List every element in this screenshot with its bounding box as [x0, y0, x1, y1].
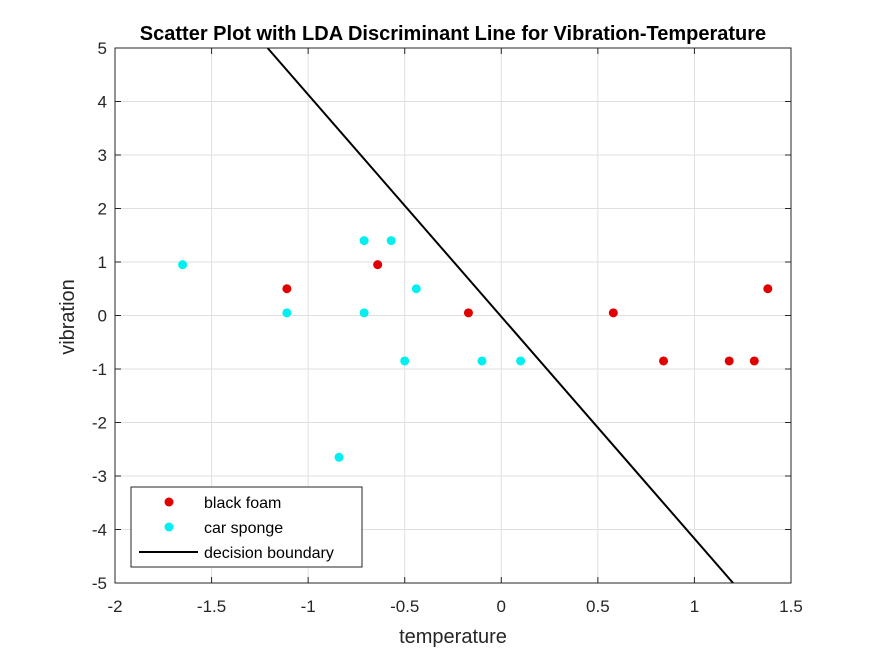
point-car-sponge: [335, 453, 344, 462]
x-tick-label: -1: [301, 597, 316, 616]
x-tick-label: -1.5: [197, 597, 226, 616]
point-black-foam: [659, 356, 668, 365]
x-tick-label: -2: [107, 597, 122, 616]
chart-title: Scatter Plot with LDA Discriminant Line …: [140, 23, 766, 45]
legend-label-car-sponge: car sponge: [204, 520, 283, 537]
y-tick-label: 0: [98, 307, 107, 326]
point-car-sponge: [477, 356, 486, 365]
point-car-sponge: [360, 308, 369, 317]
point-car-sponge: [282, 308, 291, 317]
x-tick-label: 0: [497, 597, 506, 616]
x-axis-label: temperature: [399, 626, 507, 648]
y-tick-label: -2: [92, 414, 107, 433]
point-car-sponge: [387, 236, 396, 245]
point-black-foam: [763, 284, 772, 293]
x-tick-label: -0.5: [390, 597, 419, 616]
point-black-foam: [282, 284, 291, 293]
legend: black foam car sponge decision boundary: [131, 487, 362, 567]
x-tick-label: 1.5: [779, 597, 803, 616]
point-black-foam: [464, 308, 473, 317]
y-tick-label: 4: [98, 93, 107, 112]
x-tick-label: 1: [690, 597, 699, 616]
y-axis-label: vibration: [57, 279, 79, 355]
y-tick-label: 1: [98, 253, 107, 272]
point-black-foam: [373, 260, 382, 269]
y-tick-label: -3: [92, 467, 107, 486]
legend-marker-black-foam: [165, 498, 174, 507]
legend-label-decision-boundary: decision boundary: [204, 545, 334, 562]
legend-marker-car-sponge: [165, 523, 174, 532]
point-car-sponge: [412, 284, 421, 293]
x-tick-label: 0.5: [586, 597, 610, 616]
point-car-sponge: [360, 236, 369, 245]
legend-label-black-foam: black foam: [204, 495, 281, 512]
point-car-sponge: [178, 260, 187, 269]
y-tick-label: -5: [92, 574, 107, 593]
y-tick-label: 3: [98, 146, 107, 165]
point-black-foam: [609, 308, 618, 317]
y-tick-label: -1: [92, 360, 107, 379]
y-tick-label: 2: [98, 200, 107, 219]
point-car-sponge: [400, 356, 409, 365]
point-black-foam: [750, 356, 759, 365]
point-car-sponge: [516, 356, 525, 365]
point-black-foam: [725, 356, 734, 365]
y-tick-label: -4: [92, 521, 107, 540]
y-tick-label: 5: [98, 39, 107, 58]
